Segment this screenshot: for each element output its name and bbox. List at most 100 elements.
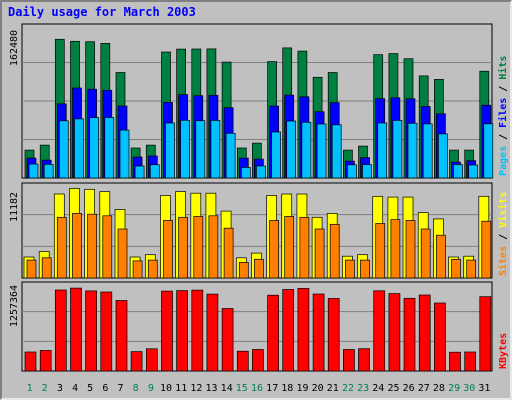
pages-bar xyxy=(422,123,433,179)
pages-bar xyxy=(58,120,69,179)
sites-bar xyxy=(117,228,128,279)
sites-bar xyxy=(405,220,416,279)
sites-bar xyxy=(56,216,67,279)
kbytes-bar xyxy=(206,293,219,372)
day-label: 3 xyxy=(57,383,63,394)
day-label: 8 xyxy=(133,383,139,394)
day-label: 19 xyxy=(296,383,308,394)
kbytes-bar xyxy=(373,290,386,372)
sites-bar xyxy=(26,259,37,279)
sites-bar xyxy=(390,219,401,279)
sites-bar xyxy=(163,220,173,279)
kbytes-bar xyxy=(343,349,355,372)
pages-bar xyxy=(362,164,372,179)
sites-bar xyxy=(345,259,355,279)
kbytes-bar xyxy=(236,350,249,372)
sites-bar xyxy=(375,223,386,279)
right-axis-label: Sites / Visits xyxy=(497,192,509,276)
kbytes-bar xyxy=(191,289,204,372)
pages-bar xyxy=(301,121,312,179)
files-label: Files xyxy=(497,98,509,128)
pages-bar xyxy=(316,123,327,179)
y-tick-label: 162480 xyxy=(9,30,20,66)
kbytes-bar xyxy=(221,308,234,372)
y-tick-label: 1257364 xyxy=(9,285,20,327)
day-label: 10 xyxy=(160,383,172,394)
pages-bar xyxy=(331,124,342,179)
day-label: 25 xyxy=(387,383,399,394)
kbytes-bar xyxy=(479,296,492,372)
pages-label: Pages xyxy=(498,146,509,176)
day-label: 7 xyxy=(117,383,123,394)
day-label: 4 xyxy=(72,383,78,394)
kbytes-bar xyxy=(297,288,310,372)
pages-bar xyxy=(286,120,297,179)
day-label: 31 xyxy=(478,383,490,394)
day-label: 21 xyxy=(327,383,339,394)
y-tick-label: 11182 xyxy=(9,192,20,222)
kbytes-bar xyxy=(418,294,431,372)
day-label: 13 xyxy=(205,383,217,394)
day-label: 29 xyxy=(448,383,460,394)
sites-bar xyxy=(466,259,477,279)
kbytes-bar xyxy=(24,351,37,372)
sites-bar xyxy=(269,220,279,279)
day-label: 20 xyxy=(312,383,324,394)
pages-bar xyxy=(377,122,388,179)
day-label: 6 xyxy=(102,383,108,394)
kbytes-bar xyxy=(449,351,461,372)
right-axis-label: Pages / Files / Hits xyxy=(497,56,509,176)
pages-bar xyxy=(225,132,236,179)
sites-bar xyxy=(299,216,310,279)
label-separator: / xyxy=(498,80,509,98)
sites-bar xyxy=(193,216,204,279)
pages-bar xyxy=(483,123,494,179)
sites-bar xyxy=(451,258,461,279)
sites-bar xyxy=(178,216,188,279)
day-label: 30 xyxy=(463,383,475,394)
day-label: 17 xyxy=(266,383,278,394)
pages-bar xyxy=(468,164,479,179)
kbytes-bar xyxy=(39,350,52,372)
sites-bar xyxy=(436,234,446,279)
sites-bar xyxy=(254,258,264,279)
right-axis-label: KBytes xyxy=(498,333,509,369)
pages-bar xyxy=(438,133,448,179)
kbytes-bar xyxy=(464,351,477,372)
kbytes-bar xyxy=(267,294,279,372)
kbytes-bar xyxy=(358,348,370,372)
kbytes-bar xyxy=(327,298,340,372)
day-label: 2 xyxy=(42,383,48,394)
sites-bar xyxy=(314,228,325,279)
sites-bar xyxy=(420,228,431,279)
kbytes-bar xyxy=(115,300,128,372)
kbytes-bar xyxy=(312,293,325,372)
sites-bar xyxy=(41,257,52,279)
kbytes-bar xyxy=(282,289,295,372)
pages-bar xyxy=(43,164,54,179)
pages-bar xyxy=(271,131,281,179)
pages-bar xyxy=(104,117,115,179)
hits-label: Hits xyxy=(497,56,509,80)
sites-bar xyxy=(102,215,113,279)
kbytes-bar xyxy=(388,293,401,372)
pages-bar xyxy=(89,117,99,179)
pages-bar xyxy=(119,129,130,179)
kbytes-bar xyxy=(403,297,416,372)
pages-bar xyxy=(392,120,403,179)
sites-bar xyxy=(147,259,158,279)
sites-label: Sites xyxy=(497,246,509,276)
kbytes-bar xyxy=(252,349,264,372)
day-label: 9 xyxy=(148,383,154,394)
pages-bar xyxy=(28,163,39,179)
day-label: 11 xyxy=(175,383,187,394)
pages-bar xyxy=(195,120,206,179)
sites-bar xyxy=(87,213,97,279)
day-label: 26 xyxy=(403,383,415,394)
kbytes-bar xyxy=(70,287,82,372)
kbytes-bar xyxy=(130,351,143,372)
sites-bar xyxy=(132,260,143,279)
pages-bar xyxy=(149,164,160,179)
kbytes-bar xyxy=(100,291,113,372)
